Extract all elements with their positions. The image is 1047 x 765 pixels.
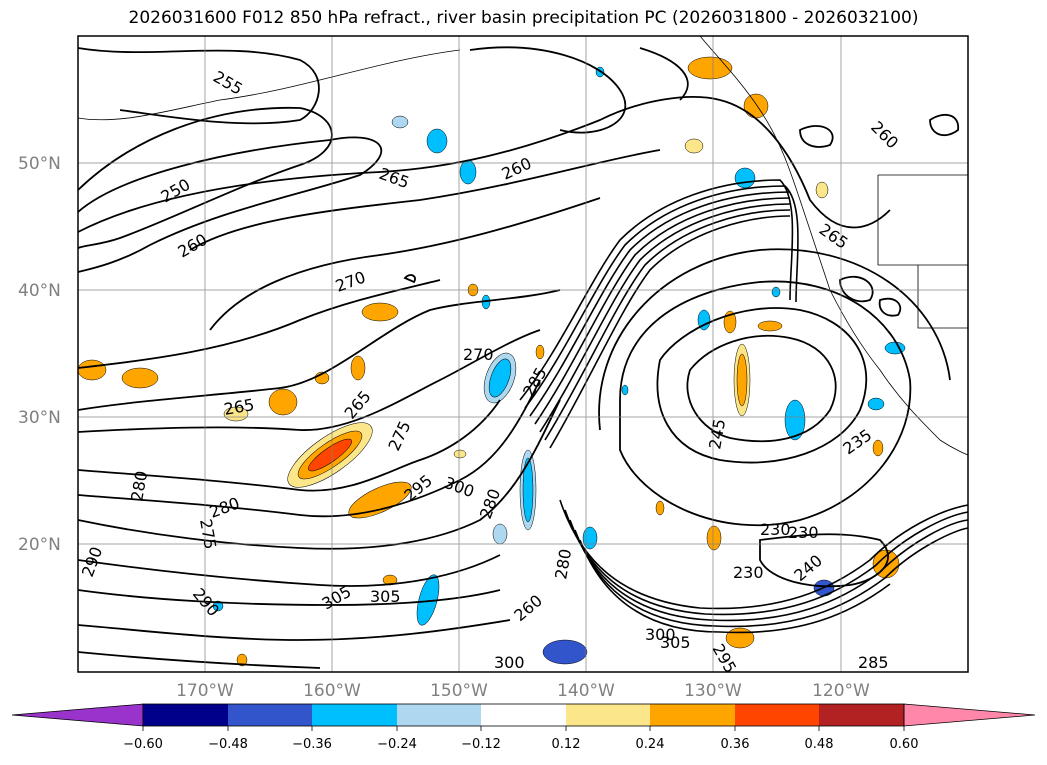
- contour-label: 230: [733, 563, 764, 582]
- colorbar-extend-high: [904, 704, 1035, 726]
- contour-label: 300: [494, 653, 525, 672]
- colorbar: −0.60 −0.48 −0.36 −0.24 −0.12 0.12 0.24 …: [12, 704, 1035, 752]
- colorbar-bin: [397, 704, 481, 726]
- contour-label: 270: [463, 345, 494, 364]
- contour-label: 305: [660, 633, 691, 652]
- contour-label: 230: [760, 520, 791, 539]
- colorbar-tick: −0.24: [377, 737, 417, 752]
- colorbar-bin: [228, 704, 312, 726]
- colorbar-tick: 0.60: [890, 737, 919, 752]
- lat-label-50n: 50°N: [18, 154, 61, 174]
- colorbar-tick: 0.48: [805, 737, 834, 752]
- latitude-labels: 50°N 40°N 30°N 20°N: [18, 154, 61, 555]
- colorbar-bin: [735, 704, 819, 726]
- lat-label-20n: 20°N: [18, 535, 61, 555]
- contour-label: 230: [788, 523, 819, 542]
- lon-label-120w: 120°W: [812, 681, 870, 701]
- colorbar-bin: [143, 704, 228, 726]
- colorbar-tick: −0.48: [208, 737, 248, 752]
- contour-label: 305: [370, 587, 401, 606]
- colorbar-tick: 0.24: [636, 737, 665, 752]
- colorbar-tick: 0.36: [721, 737, 750, 752]
- colorbar-bin: [566, 704, 650, 726]
- map-panel: 255 250 260 265 260 270 270 265 265 275 …: [78, 36, 968, 676]
- lon-label-160w: 160°W: [303, 681, 361, 701]
- colorbar-bin: [481, 704, 566, 726]
- colorbar-bin: [650, 704, 735, 726]
- longitude-labels: 170°W 160°W 150°W 140°W 130°W 120°W: [176, 681, 870, 701]
- contour-label: 285: [858, 653, 889, 672]
- colorbar-bin: [312, 704, 397, 726]
- colorbar-tick: −0.36: [292, 737, 332, 752]
- colorbar-bin: [819, 704, 904, 726]
- colorbar-tick: −0.12: [461, 737, 501, 752]
- lat-label-40n: 40°N: [18, 281, 61, 301]
- lon-label-140w: 140°W: [557, 681, 615, 701]
- lat-label-30n: 30°N: [18, 408, 61, 428]
- lon-label-130w: 130°W: [684, 681, 742, 701]
- lon-label-150w: 150°W: [430, 681, 488, 701]
- colorbar-tick: 0.12: [552, 737, 581, 752]
- lon-label-170w: 170°W: [176, 681, 234, 701]
- colorbar-tick: −0.60: [123, 737, 163, 752]
- colorbar-extend-low: [12, 704, 143, 726]
